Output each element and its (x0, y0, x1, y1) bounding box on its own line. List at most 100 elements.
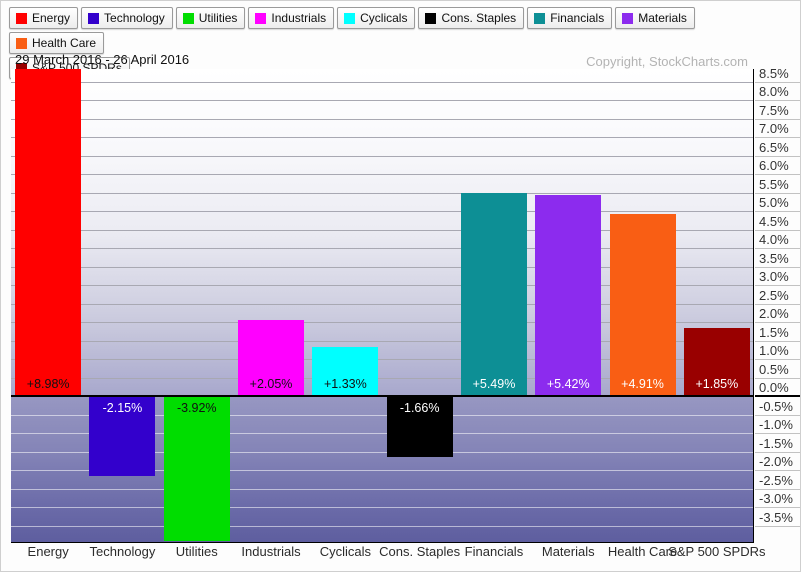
y-tick-label: -3.5% (759, 509, 793, 525)
y-tick-label: 1.0% (759, 343, 789, 358)
y-tick-label: 7.0% (759, 121, 789, 136)
legend-swatch-icon (182, 12, 194, 24)
y-tick-label: 3.0% (759, 269, 789, 284)
y-tick-label: 2.0% (759, 306, 789, 321)
y-tick-label: -1.5% (759, 435, 793, 451)
legend-swatch-icon (16, 62, 27, 74)
bar-cyclicals[interactable] (312, 346, 379, 396)
gridline (11, 192, 753, 194)
bar-value-label: -3.92% (176, 401, 217, 415)
legend-item-technology[interactable]: Technology (81, 7, 173, 29)
gridline (11, 211, 753, 212)
y-tick-label: 4.5% (759, 213, 789, 229)
y-tick-line (755, 81, 800, 83)
legend-swatch-icon (534, 12, 546, 24)
legend-item-label: Cons. Staples (441, 11, 517, 25)
y-tick-label: 0.5% (759, 361, 789, 377)
y-tick-label: 6.0% (759, 158, 789, 173)
y-tick-line (755, 377, 800, 379)
y-tick-line (755, 433, 800, 434)
y-tick-label: 0.0% (759, 380, 789, 395)
gridline (11, 303, 753, 305)
legend-item-financials[interactable]: Financials (527, 7, 613, 29)
y-tick-label: 6.5% (759, 139, 789, 155)
y-tick-label: 4.0% (759, 232, 789, 247)
x-axis-label-utilities: Utilities (175, 544, 218, 559)
y-tick-label: -3.0% (759, 491, 793, 506)
legend-item-label: Energy (32, 11, 71, 25)
legend-swatch-icon (16, 12, 27, 24)
x-axis-label-cyclicals: Cyclicals (319, 544, 371, 559)
y-tick-line (755, 507, 800, 508)
bar-industrials[interactable] (238, 320, 305, 396)
gridline (11, 414, 753, 416)
bar-health-care[interactable] (609, 214, 676, 396)
legend-item-label: Materials (638, 11, 687, 25)
gridline (11, 525, 753, 527)
y-tick-line (755, 100, 800, 101)
y-tick-line (755, 451, 800, 453)
gridline (11, 229, 753, 231)
legend-item-label: Industrials (271, 11, 327, 25)
y-tick-line (755, 211, 800, 212)
y-tick-line (755, 488, 800, 490)
legend-swatch-icon (88, 12, 100, 24)
x-axis: Energy Technology Utilities Industrials Cycl… (11, 544, 766, 562)
x-axis-label-energy: Energy (27, 544, 69, 559)
y-tick-label: 2.5% (759, 287, 789, 303)
x-axis-label-materials: Materials (541, 544, 595, 559)
y-tick-label: -0.5% (759, 398, 793, 414)
plot-area: +8.98% -2.15% -3.92% +2.05% +1.33% -1.66% +5.4… (11, 69, 754, 543)
bar-technology[interactable] (89, 396, 156, 476)
gridline (11, 248, 753, 249)
x-axis-label-technology: Technology (89, 544, 156, 559)
legend-swatch-icon (255, 12, 267, 24)
bar-value-label: -1.66% (399, 401, 440, 415)
gridline (11, 470, 753, 471)
x-axis-label-s-p-500-spdrs: S&P 500 SPDRs (668, 544, 766, 559)
x-axis-label-financials: Financials (464, 544, 524, 559)
y-tick-label: 3.5% (759, 250, 789, 266)
bar-s-p-500-spdrs[interactable] (683, 327, 750, 396)
y-tick-line (755, 340, 800, 342)
gridline (11, 377, 753, 379)
legend-item-cons-staples[interactable]: Cons. Staples (418, 7, 525, 29)
y-tick-line (755, 155, 800, 157)
y-tick-line (755, 174, 800, 175)
legend-item-energy[interactable]: Energy (9, 7, 79, 29)
y-tick-line (755, 285, 800, 286)
bar-materials[interactable] (535, 195, 602, 396)
gridline (11, 137, 753, 138)
legend-item-label: Technology (104, 11, 165, 25)
legend-item-health-care[interactable]: Health Care (9, 32, 105, 54)
legend-item-materials[interactable]: Materials (615, 7, 695, 29)
gridline (11, 322, 753, 323)
bar-financials[interactable] (460, 192, 527, 396)
legend-item-utilities[interactable]: Utilities (175, 7, 246, 29)
legend-item-industrials[interactable]: Industrials (248, 7, 335, 29)
date-range-label: 29 March 2016 - 26 April 2016 (15, 52, 190, 67)
y-tick-label: 8.5% (759, 65, 789, 81)
legend-swatch-icon (344, 12, 356, 24)
gridline (11, 266, 753, 268)
gridline (11, 81, 753, 83)
bar-utilities[interactable] (163, 396, 230, 542)
y-tick-line (755, 248, 800, 249)
bar-value-label: +1.85% (695, 377, 739, 391)
bar-cons-staples[interactable] (386, 396, 453, 458)
y-tick-line (755, 192, 800, 194)
y-tick-label: 7.5% (759, 102, 789, 118)
copyright-label: Copyright, StockCharts.com (586, 54, 748, 69)
y-tick-line (755, 359, 800, 360)
gridline (11, 100, 753, 101)
y-tick-line (755, 322, 800, 323)
gridline (11, 451, 753, 453)
y-tick-label: 5.0% (759, 195, 789, 210)
legend-swatch-icon (425, 12, 437, 24)
x-axis-label-cons-staples: Cons. Staples (379, 544, 461, 559)
bar-energy[interactable] (15, 69, 82, 396)
legend-item-cyclicals[interactable]: Cyclicals (337, 7, 416, 29)
gridline (11, 285, 753, 286)
y-tick-line (755, 137, 800, 138)
